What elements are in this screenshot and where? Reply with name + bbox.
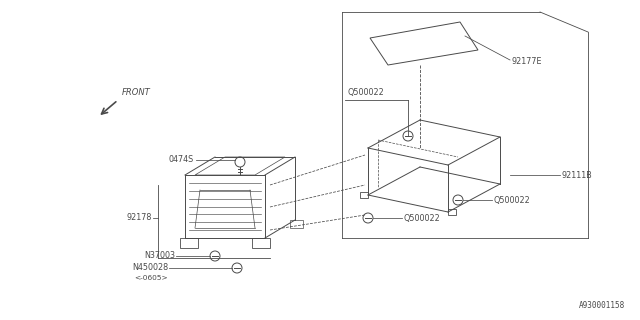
Text: 92177E: 92177E bbox=[512, 58, 543, 67]
Text: N450028: N450028 bbox=[132, 263, 168, 273]
Text: FRONT: FRONT bbox=[122, 88, 151, 97]
Text: Q500022: Q500022 bbox=[347, 88, 384, 97]
Text: 0474S: 0474S bbox=[169, 156, 194, 164]
Text: <-0605>: <-0605> bbox=[134, 275, 168, 281]
Text: N37003: N37003 bbox=[144, 252, 175, 260]
Bar bbox=[290, 220, 303, 228]
Text: 92178: 92178 bbox=[127, 213, 152, 222]
Bar bbox=[180, 238, 198, 248]
Bar bbox=[252, 238, 270, 248]
Text: Q500022: Q500022 bbox=[494, 196, 531, 204]
Text: 92111B: 92111B bbox=[562, 171, 593, 180]
Text: Q500022: Q500022 bbox=[404, 213, 441, 222]
Text: A930001158: A930001158 bbox=[579, 301, 625, 310]
